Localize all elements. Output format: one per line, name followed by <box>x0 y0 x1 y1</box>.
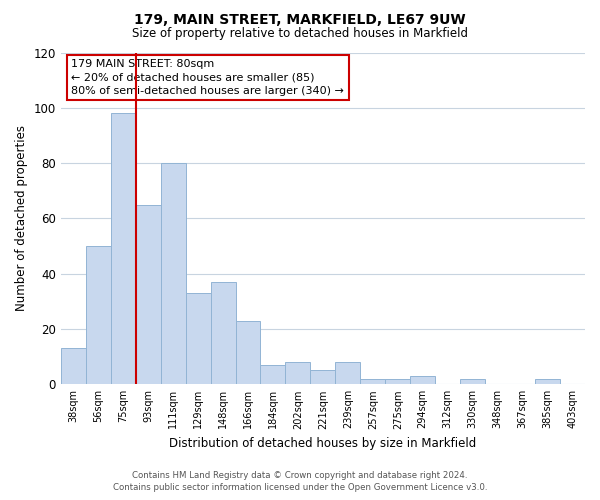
Bar <box>286 362 310 384</box>
Bar <box>111 114 136 384</box>
Bar <box>335 362 361 384</box>
Bar <box>361 379 385 384</box>
Bar <box>161 163 185 384</box>
Text: Size of property relative to detached houses in Markfield: Size of property relative to detached ho… <box>132 28 468 40</box>
Bar <box>185 293 211 384</box>
Bar <box>260 365 286 384</box>
Bar <box>86 246 111 384</box>
Bar <box>410 376 435 384</box>
Bar <box>211 282 236 384</box>
Text: 179 MAIN STREET: 80sqm
← 20% of detached houses are smaller (85)
80% of semi-det: 179 MAIN STREET: 80sqm ← 20% of detached… <box>71 59 344 96</box>
Bar <box>385 379 410 384</box>
Bar <box>136 204 161 384</box>
Text: Contains HM Land Registry data © Crown copyright and database right 2024.
Contai: Contains HM Land Registry data © Crown c… <box>113 471 487 492</box>
Bar <box>460 379 485 384</box>
Y-axis label: Number of detached properties: Number of detached properties <box>15 126 28 312</box>
Bar <box>61 348 86 384</box>
Bar <box>236 320 260 384</box>
Bar <box>310 370 335 384</box>
Text: 179, MAIN STREET, MARKFIELD, LE67 9UW: 179, MAIN STREET, MARKFIELD, LE67 9UW <box>134 12 466 26</box>
Bar <box>535 379 560 384</box>
X-axis label: Distribution of detached houses by size in Markfield: Distribution of detached houses by size … <box>169 437 476 450</box>
